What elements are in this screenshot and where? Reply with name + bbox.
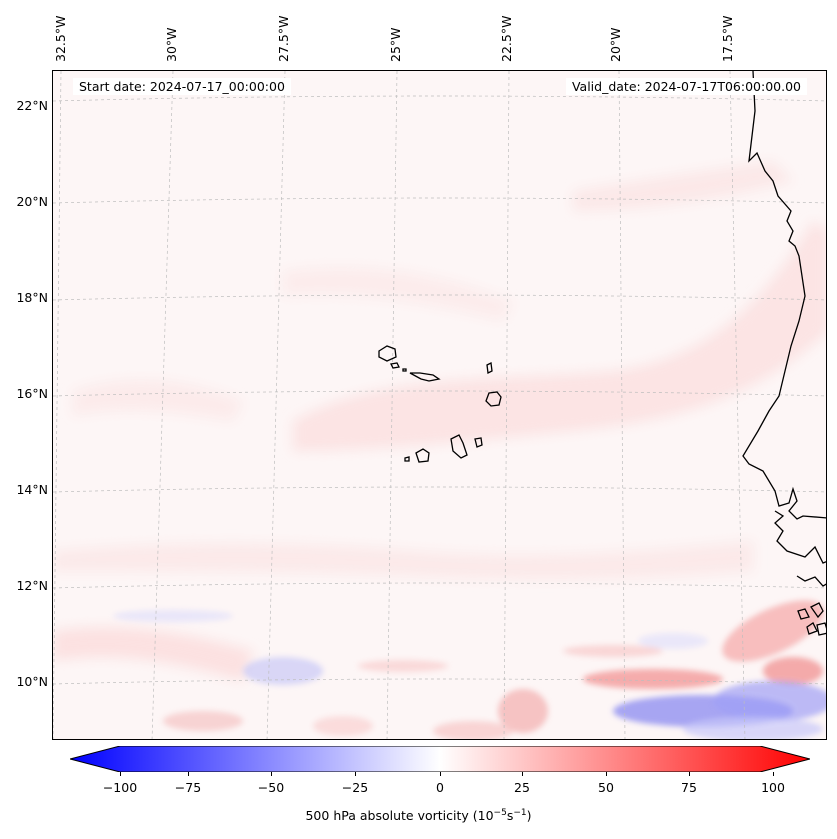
colorbar <box>68 745 812 773</box>
colorbar-tickmark <box>120 772 121 776</box>
colorbar-tick-label: 75 <box>681 780 697 795</box>
colorbar-tick-label: −100 <box>102 780 138 795</box>
colorbar-gradient <box>68 745 812 773</box>
cape-verde-islands <box>378 345 502 463</box>
lon-label-17-5w: 17.5°W <box>720 15 735 62</box>
colorbar-tick-label: −25 <box>341 780 369 795</box>
colorbar-tickmark <box>271 772 272 776</box>
lon-label-30w: 30°W <box>164 27 179 62</box>
lat-label-10n: 10°N <box>16 674 48 689</box>
colorbar-tick-label: 100 <box>761 780 785 795</box>
lon-label-32-5w: 32.5°W <box>53 15 68 62</box>
colorbar-tickmark <box>606 772 607 776</box>
colorbar-tick-label: −50 <box>257 780 285 795</box>
colorbar-tickmark <box>440 772 441 776</box>
africa-coastline <box>742 71 826 636</box>
map-canvas <box>53 71 826 739</box>
colorbar-tickmark <box>522 772 523 776</box>
colorbar-tickmark <box>773 772 774 776</box>
lat-label-14n: 14°N <box>16 482 48 497</box>
lon-label-25w: 25°W <box>388 27 403 62</box>
colorbar-title: 500 hPa absolute vorticity (10−5s−1) <box>0 808 837 823</box>
lat-label-12n: 12°N <box>16 578 48 593</box>
colorbar-title-text: 500 hPa absolute vorticity (10 <box>305 808 494 824</box>
colorbar-title-end: ) <box>526 808 532 824</box>
colorbar-tick-label: 0 <box>436 780 444 795</box>
lat-label-16n: 16°N <box>16 386 48 401</box>
south-vorticity-features <box>113 600 826 739</box>
colorbar-tick-label: 50 <box>598 780 614 795</box>
positive-vorticity-bands <box>53 161 826 681</box>
valid-date-label: Valid_date: 2024-07-17T06:00:00.00 <box>565 78 807 95</box>
graticule <box>53 71 826 739</box>
lat-label-20n: 20°N <box>16 194 48 209</box>
lat-label-18n: 18°N <box>16 290 48 305</box>
vorticity-map <box>52 70 827 740</box>
colorbar-title-exp1: −5 <box>493 808 507 818</box>
start-date-label: Start date: 2024-07-17_00:00:00 <box>73 78 291 95</box>
colorbar-tickmark <box>188 772 189 776</box>
colorbar-title-exp2: −1 <box>513 808 527 818</box>
lon-label-27-5w: 27.5°W <box>276 15 291 62</box>
lat-label-22n: 22°N <box>16 98 48 113</box>
colorbar-tickmark <box>689 772 690 776</box>
lon-label-20w: 20°W <box>608 27 623 62</box>
colorbar-tickmark <box>355 772 356 776</box>
colorbar-tick-label: −75 <box>174 780 202 795</box>
lon-label-22-5w: 22.5°W <box>499 15 514 62</box>
colorbar-tick-label: 25 <box>514 780 530 795</box>
colorbar-title-unit: s <box>506 808 514 824</box>
